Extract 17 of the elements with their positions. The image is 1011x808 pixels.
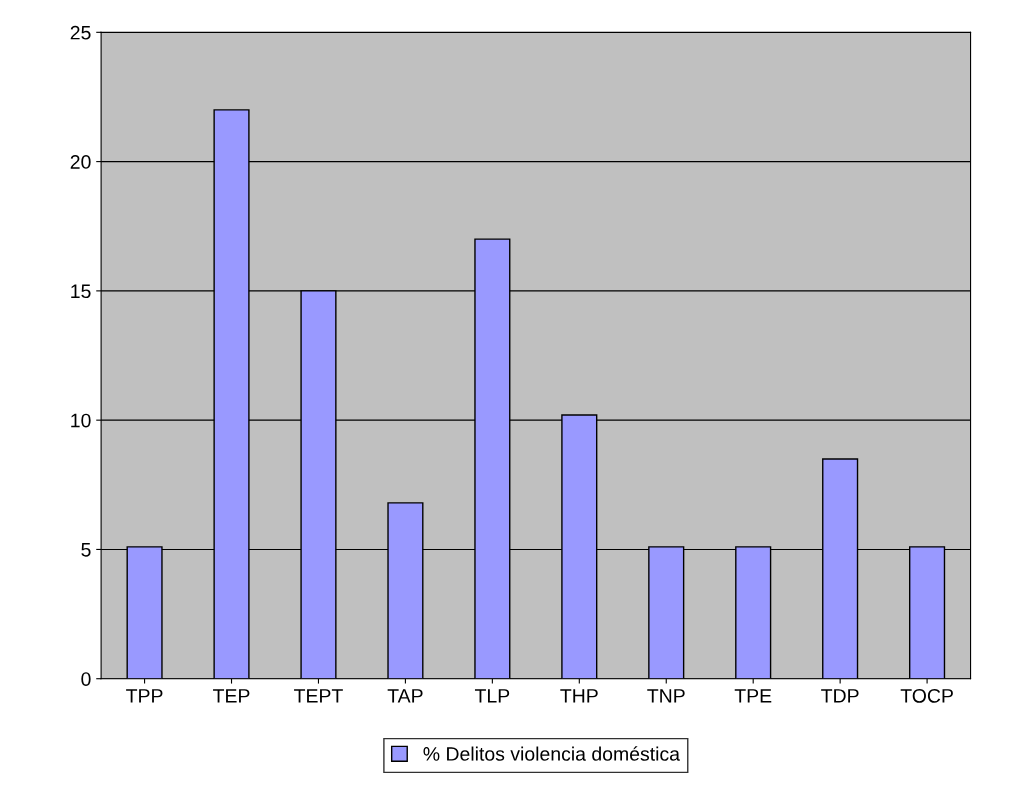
x-tick-label: TNP — [647, 689, 685, 703]
x-tick-label: TDP — [821, 689, 859, 703]
x-tick-label: TOCP — [900, 688, 953, 703]
y-tick-label: 15 — [71, 284, 91, 299]
y-tick-label: 5 — [81, 543, 91, 557]
y-tick-label: 0 — [81, 672, 91, 686]
x-tick-label: TPE — [734, 689, 772, 703]
x-tick-label: TPP — [126, 689, 163, 703]
y-tick-label: 25 — [70, 25, 91, 40]
legend-label: % Delitos violencia doméstica — [423, 746, 680, 761]
y-tick-label: 10 — [71, 413, 91, 428]
x-tick-label: TLP — [474, 689, 510, 703]
x-tick-label: THP — [560, 689, 598, 703]
x-tick-label: TEP — [213, 689, 250, 703]
x-tick-label: TAP — [387, 689, 423, 703]
y-tick-label: 20 — [70, 155, 91, 169]
x-tick-label: TEPT — [294, 689, 343, 703]
